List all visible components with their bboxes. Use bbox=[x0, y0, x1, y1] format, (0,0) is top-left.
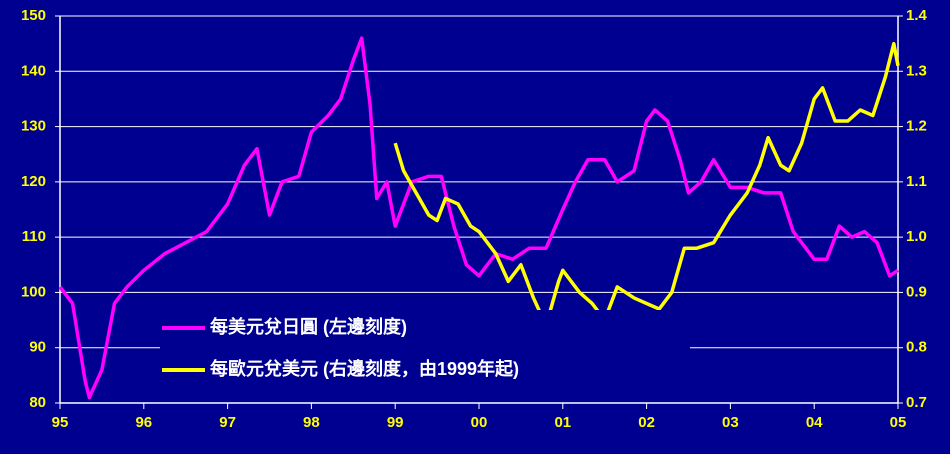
x-tick-label: 02 bbox=[638, 414, 655, 431]
y2-tick-label: 0.7 bbox=[906, 394, 927, 411]
legend-label: 每歐元兌美元 (右邊刻度，由1999年起) bbox=[210, 358, 519, 379]
y-tick-label: 120 bbox=[21, 173, 46, 190]
y2-tick-label: 1.2 bbox=[906, 118, 927, 135]
y-tick-label: 100 bbox=[21, 283, 46, 300]
y2-tick-label: 1.3 bbox=[906, 62, 927, 79]
x-tick-label: 95 bbox=[52, 414, 69, 431]
x-tick-label: 98 bbox=[303, 414, 320, 431]
y-tick-label: 110 bbox=[22, 228, 46, 245]
x-tick-label: 96 bbox=[135, 414, 152, 431]
x-tick-label: 04 bbox=[806, 414, 823, 431]
series-line bbox=[393, 41, 900, 328]
y2-tick-label: 0.9 bbox=[906, 283, 927, 300]
y2-tick-label: 0.8 bbox=[906, 339, 927, 356]
x-tick-label: 99 bbox=[387, 414, 404, 431]
y2-tick-label: 1.0 bbox=[906, 228, 927, 245]
x-tick-label: 05 bbox=[890, 414, 907, 431]
y2-tick-label: 1.4 bbox=[906, 7, 928, 24]
x-tick-label: 01 bbox=[554, 414, 571, 431]
y-tick-label: 80 bbox=[29, 394, 46, 411]
y-tick-label: 90 bbox=[29, 339, 46, 356]
y-tick-label: 130 bbox=[21, 118, 46, 135]
x-tick-label: 03 bbox=[722, 414, 739, 431]
y-tick-label: 140 bbox=[21, 62, 46, 79]
series-line bbox=[58, 36, 899, 400]
x-tick-label: 00 bbox=[471, 414, 488, 431]
y-tick-label: 150 bbox=[21, 7, 46, 24]
legend-box bbox=[160, 310, 690, 388]
y2-tick-label: 1.1 bbox=[906, 173, 927, 190]
x-tick-label: 97 bbox=[219, 414, 236, 431]
legend-label: 每美元兌日圓 (左邊刻度) bbox=[210, 316, 407, 337]
